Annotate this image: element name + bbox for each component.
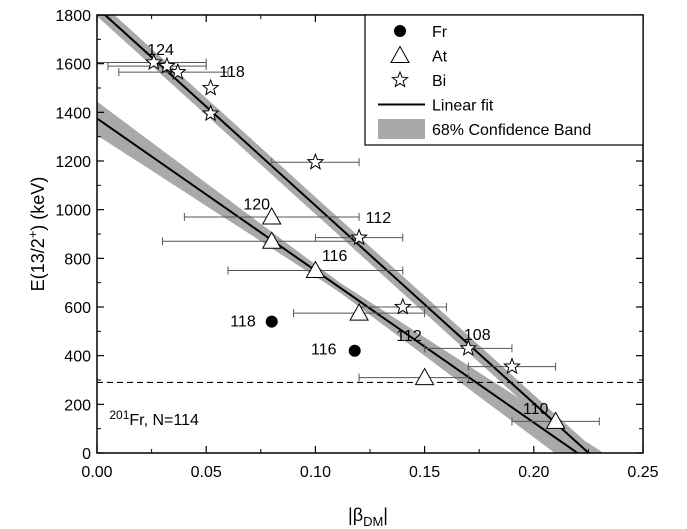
point-label: 108 <box>464 327 491 344</box>
y-axis-ticks: 0 200 400 600 800 1000 1200 1400 1600 1800 <box>55 8 643 463</box>
at-point-5 <box>414 367 435 386</box>
y-tick-label: 1800 <box>55 8 91 25</box>
bi-point-3 <box>168 62 187 80</box>
legend-label: Bi <box>432 73 446 90</box>
y-tick-label: 200 <box>64 397 91 414</box>
bi-point-8 <box>393 297 412 315</box>
x-tick-label: 0.20 <box>518 464 549 481</box>
y-tick-label: 800 <box>64 251 91 268</box>
point-label: 118 <box>230 313 256 330</box>
bi-point-6 <box>306 152 325 170</box>
point-label: 112 <box>366 210 392 227</box>
bi-point-10 <box>503 357 521 375</box>
bi-point-2 <box>157 56 176 74</box>
legend-bi-marker <box>391 70 409 88</box>
point-label: 124 <box>147 42 174 59</box>
at-point-1 <box>261 206 282 225</box>
y-tick-label: 0 <box>82 446 91 463</box>
point-label: 110 <box>523 401 549 418</box>
x-tick-label: 0.10 <box>300 464 331 481</box>
point-label: 118 <box>219 64 245 81</box>
bi-point-1 <box>144 52 163 71</box>
reference-label: 201Fr, N=114 <box>109 408 199 429</box>
at-point-4 <box>349 303 369 321</box>
legend-label: 68% Confidence Band <box>432 122 591 139</box>
x-axis-ticks: 0.00 0.05 0.10 0.15 0.20 0.25 <box>81 15 659 481</box>
fr-point-1 <box>265 315 278 328</box>
legend-fr-marker <box>394 25 406 37</box>
x-tick-label: 0.05 <box>191 464 222 481</box>
x-tick-label: 0.25 <box>627 464 658 481</box>
bi-point-7 <box>350 228 369 246</box>
y-tick-label: 1000 <box>55 203 91 220</box>
y-tick-label: 1400 <box>55 105 91 122</box>
at-point-3 <box>305 260 326 278</box>
point-annotations: 124 118 120 112 116 118 116 112 108 110 201Fr, N=1… <box>109 42 548 429</box>
bi-point-5 <box>201 104 220 122</box>
legend-band-swatch <box>378 119 425 139</box>
y-tick-label: 400 <box>64 349 91 366</box>
x-tick-label: 0.00 <box>81 464 112 481</box>
legend-label: Fr <box>432 24 448 41</box>
point-label: 116 <box>322 248 348 265</box>
legend-label: At <box>432 49 448 66</box>
data-points <box>144 52 566 429</box>
y-axis-title: E(13/2+) (keV) <box>25 177 48 292</box>
linear-fit-line-2 <box>97 117 580 453</box>
legend-label: Linear fit <box>432 98 494 115</box>
point-label: 116 <box>311 341 337 358</box>
y-tick-label: 1200 <box>55 154 91 171</box>
y-tick-label: 1600 <box>55 57 91 74</box>
x-axis-title: |βDM| <box>348 505 388 529</box>
legend: Fr At Bi Linear fit 68% Confidence Band <box>364 14 644 146</box>
legend-at-marker <box>390 45 410 63</box>
point-label: 120 <box>243 197 270 214</box>
bi-point-4 <box>201 78 220 96</box>
bi-point-9 <box>459 339 478 356</box>
point-label: 112 <box>396 328 422 345</box>
x-tick-label: 0.15 <box>409 464 440 481</box>
y-tick-label: 600 <box>64 300 91 317</box>
at-point-6 <box>545 411 566 429</box>
fr-point-2 <box>348 344 361 357</box>
at-point-2 <box>261 231 282 249</box>
